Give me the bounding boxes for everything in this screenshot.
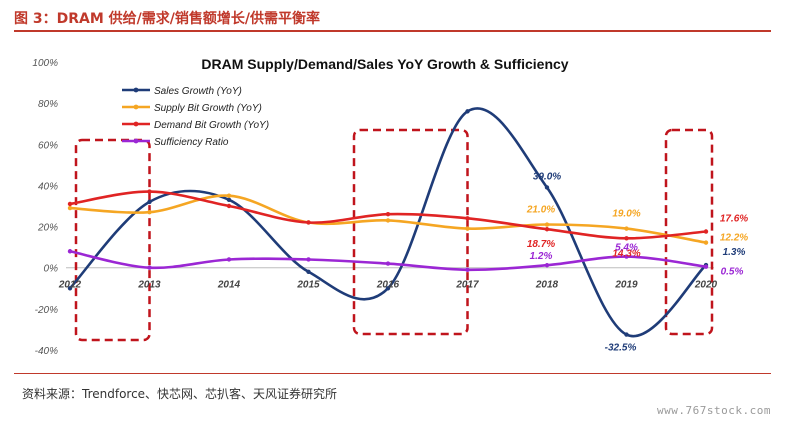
data-label: 17.6% [720,214,748,225]
legend-label: Sufficiency Ratio [154,137,229,148]
data-point [465,226,470,231]
highlight-box [664,128,714,336]
x-tick-label: 2018 [535,280,559,291]
series-line [68,107,708,338]
source-note: 资料来源：Trendforce、快芯网、芯扒客、天风证券研究所 [22,387,338,401]
series-line [68,190,708,240]
y-tick-label: 20% [37,223,58,234]
data-label: 0.5% [721,267,744,278]
data-label: 21.0% [526,205,555,216]
data-point [385,218,391,223]
data-label: 12.2% [720,233,748,244]
data-point [226,193,232,198]
data-point [226,197,232,203]
data-point [147,209,152,215]
data-label: 14.3% [612,248,640,259]
data-point [624,332,629,337]
data-point [703,229,709,234]
data-point [544,222,550,227]
data-point [67,205,73,211]
y-tick-label: 40% [38,181,58,192]
figure-title: 图 3：DRAM 供给/需求/销售额增长/供需平衡率 [14,11,320,27]
data-point [226,203,232,209]
y-tick-label: 80% [38,99,58,110]
data-point [147,189,152,194]
data-point [385,261,391,266]
data-point [147,265,152,270]
data-point [306,257,311,262]
x-tick-label: 2013 [137,280,161,291]
data-label: 39.0% [533,171,561,182]
highlight-box [352,128,469,336]
source-rule [14,373,771,374]
data-label: -32.5% [605,343,637,354]
y-tick-label: 60% [38,140,58,151]
data-point [624,226,629,231]
data-point [306,220,311,225]
data-point [385,212,391,217]
x-tick-label: 2014 [217,280,241,291]
legend-label: Demand Bit Growth (YoY) [154,120,269,131]
legend-marker [133,104,139,110]
x-tick-label: 2019 [614,280,638,291]
dram-growth-chart: 100% 80% 60% 40% 20% 0% -20% -40% 2012 2013 2014 20… [32,56,748,357]
y-tick-label: -20% [35,305,58,316]
data-point [544,185,550,190]
legend-label: Sales Growth (YoY) [154,86,242,97]
x-tick-label: 2015 [296,280,320,291]
series-line [68,249,708,272]
data-point [226,257,232,262]
data-point [465,267,470,272]
data-point [147,199,152,205]
y-tick-label: 100% [32,58,58,69]
data-point [703,264,709,269]
title-rule [14,30,771,32]
legend-marker [133,87,139,93]
data-point [67,201,73,207]
data-point [544,227,550,232]
data-point [465,109,470,114]
data-point [67,249,73,254]
legend-marker [133,121,139,127]
data-point [544,263,550,268]
x-tick-label: 2012 [58,280,82,291]
x-tick-label: 2016 [376,280,400,291]
y-tick-label: -40% [35,346,58,357]
data-label: 1.3% [723,247,746,258]
data-label: 1.2% [530,251,553,262]
legend-marker [133,138,139,144]
data-label: 19.0% [612,209,640,220]
data-point [306,269,311,275]
data-point [385,286,391,291]
watermark: www.767stock.com [657,404,771,417]
data-point [703,240,709,245]
data-point [465,216,470,221]
y-tick-label: 0% [44,264,59,275]
highlight-box [74,138,151,342]
data-label: 5.4% [615,243,638,254]
x-tick-label: 2020 [694,280,718,291]
data-label: 18.7% [527,239,555,250]
chart-title: DRAM Supply/Demand/Sales YoY Growth & Su… [201,56,568,72]
legend-label: Supply Bit Growth (YoY) [154,103,262,114]
x-tick-label: 2017 [455,280,479,291]
data-point [624,254,629,259]
data-point [624,236,629,241]
data-point [67,286,73,291]
